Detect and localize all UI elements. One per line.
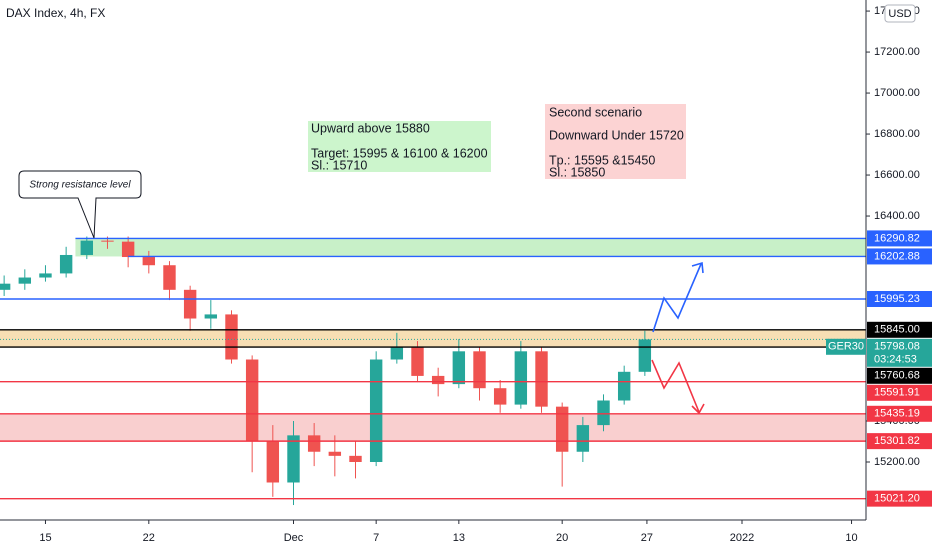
plot-area <box>0 236 866 506</box>
level-label: 15845.00 <box>874 324 920 336</box>
candle-body <box>452 351 466 385</box>
candle-body <box>204 314 218 319</box>
level-label-box <box>867 384 932 401</box>
candle-body <box>142 257 156 266</box>
down-arrowhead <box>691 403 705 415</box>
x-tick-label: 15 <box>39 532 51 544</box>
level-label: 15435.19 <box>874 408 920 420</box>
level-label: 16202.88 <box>874 250 920 262</box>
level-label: 16290.82 <box>874 232 920 244</box>
x-tick-label: Dec <box>284 532 304 544</box>
x-tick-label: 7 <box>373 532 379 544</box>
up-arrow <box>652 263 702 333</box>
candle-body <box>369 359 383 462</box>
short-text: Second scenario <box>549 105 642 119</box>
level-label-box <box>867 248 932 265</box>
candle-body <box>328 451 342 456</box>
level-label: 15995.23 <box>874 293 920 305</box>
zone <box>0 329 866 348</box>
y-tick-label: 17200.00 <box>874 46 920 58</box>
candle-body <box>473 351 486 389</box>
level-label-box <box>867 290 932 307</box>
level-label-box <box>867 367 932 384</box>
candle-body <box>121 241 135 258</box>
candle-body <box>390 347 404 360</box>
countdown: 03:24:53 <box>874 354 917 366</box>
zone <box>75 238 866 257</box>
chart-title: DAX Index, 4h, FX <box>6 6 105 20</box>
level-label-box <box>867 230 932 247</box>
x-tick-label: 22 <box>143 532 155 544</box>
candle-body <box>59 254 73 274</box>
symbol: GER30 <box>828 341 864 353</box>
level-label-box <box>867 321 932 338</box>
x-tick-label: 10 <box>845 532 857 544</box>
candle-body <box>245 359 259 442</box>
up-arrowhead <box>691 261 704 274</box>
y-tick-label: 16400.00 <box>874 210 920 222</box>
candle-body <box>18 277 32 284</box>
candle-body <box>39 273 52 278</box>
level-label: 15591.91 <box>874 387 920 399</box>
symbol-box <box>826 338 866 355</box>
level-label-box <box>867 433 932 450</box>
x-tick-label: 20 <box>556 532 568 544</box>
long-box <box>308 121 491 172</box>
currency-badge <box>884 4 916 23</box>
axis-labels: 17400.0017200.0017000.0016800.0016600.00… <box>39 5 932 544</box>
candle-body <box>597 400 610 426</box>
last-price: 15798.08 <box>874 341 920 353</box>
level-label: 15021.20 <box>874 493 920 505</box>
level-label-box <box>867 490 932 507</box>
x-tick-label: 27 <box>641 532 653 544</box>
candle-body <box>307 435 321 452</box>
long-text: Sl.: 15710 <box>311 158 367 172</box>
candle-body <box>349 455 362 462</box>
candle-body <box>266 441 280 483</box>
level-label-box <box>867 405 932 422</box>
short-box <box>545 104 686 179</box>
candle-body <box>411 347 424 376</box>
y-tick-label: 17000.00 <box>874 87 920 99</box>
long-text: Upward above 15880 <box>311 121 430 135</box>
long-text: Target: 15995 & 16100 & 16200 <box>311 146 488 160</box>
candle-body <box>183 289 197 319</box>
candle-body <box>638 339 652 372</box>
short-text: Downward Under 15720 <box>549 128 684 142</box>
y-tick-label: 16800.00 <box>874 128 920 140</box>
level-label: 15760.68 <box>874 370 920 382</box>
candle-body <box>0 283 11 290</box>
short-text: Sl.: 15850 <box>549 165 605 179</box>
y-tick-label: 15200.00 <box>874 456 920 468</box>
candle-body <box>225 314 238 360</box>
y-tick-label: 16600.00 <box>874 169 920 181</box>
callout-bubble <box>18 170 142 239</box>
x-tick-label: 13 <box>453 532 465 544</box>
candle-body <box>80 240 94 255</box>
candle-body <box>514 351 528 405</box>
x-tick-label: 2022 <box>730 532 754 544</box>
candle-body <box>287 435 300 483</box>
level-label: 15301.82 <box>874 435 920 447</box>
candle-body <box>163 265 176 290</box>
candle-body <box>431 375 445 385</box>
candle-body <box>493 388 507 405</box>
candle-body <box>535 351 548 407</box>
zone <box>0 413 866 442</box>
currency: USD <box>888 8 911 20</box>
time-axis <box>0 520 866 550</box>
down-arrow <box>651 359 700 413</box>
candle-body <box>101 240 114 242</box>
last-price-box <box>867 338 932 367</box>
short-text: Tp.: 15595 &15450 <box>549 153 655 167</box>
callout-text: Strong resistance level <box>29 180 131 191</box>
candle-body <box>617 371 631 401</box>
candle-body <box>576 425 590 452</box>
price-axis <box>866 0 932 550</box>
